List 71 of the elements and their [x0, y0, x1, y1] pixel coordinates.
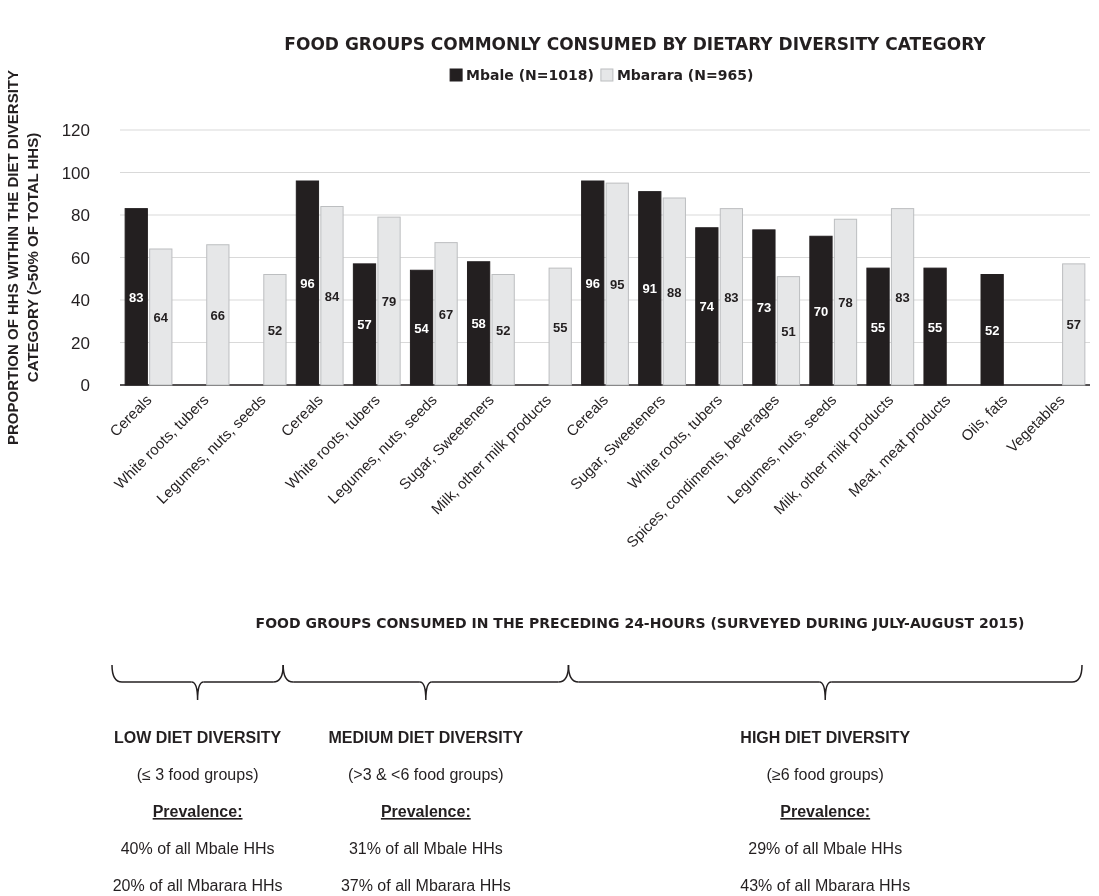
text: LOW DIET DIVERSITY [114, 729, 282, 746]
data-label: 55 [870, 319, 886, 335]
bar [377, 216, 401, 386]
text: Prevalence: [380, 803, 471, 820]
data-label: 58 [471, 316, 486, 332]
y-tick-label: 0 [80, 376, 90, 395]
text: 29% of all Mbale HHs [748, 840, 903, 857]
data-label: 57 [1066, 317, 1081, 333]
data-label: 74 [699, 299, 715, 315]
data-label: 78 [838, 295, 853, 311]
data-label: 91 [642, 281, 658, 297]
data-label: 64 [153, 310, 169, 325]
data-label: 55 [552, 319, 568, 335]
text: Prevalence: [780, 803, 871, 820]
bar [605, 182, 629, 386]
data-label: 96 [300, 276, 315, 291]
bar [548, 267, 572, 386]
bar [833, 218, 858, 386]
bar [491, 274, 515, 386]
data-label: 84 [324, 288, 340, 304]
text: 37% of all Mbarara HHs [340, 877, 511, 894]
data-label: 73 [756, 300, 772, 316]
text: (≥6 food groups) [766, 766, 884, 783]
data-label: 79 [381, 294, 397, 310]
data-label: 67 [438, 306, 454, 322]
bar [776, 276, 801, 386]
data-label: 51 [781, 323, 796, 339]
text: (≤ 3 food groups) [136, 766, 259, 783]
chart-title: FOOD GROUPS COMMONLY CONSUMED BY DIETARY DIVERSITY CATEGORY [284, 34, 987, 54]
data-label: 52 [267, 322, 283, 338]
bar [890, 208, 915, 386]
text: 31% of all Mbale HHs [348, 840, 503, 857]
y-tick-label: 120 [61, 121, 90, 140]
bar [1062, 263, 1086, 386]
data-label: 83 [895, 289, 910, 305]
data-label: 52 [495, 322, 511, 338]
text: (>3 & <6 food groups) [348, 766, 504, 783]
data-label: 55 [927, 319, 943, 335]
text: FOOD GROUPS CONSUMED IN THE PRECEDING 24-HOURS (SURVEYED DURING JULY-AUGUST 2015) [255, 615, 1025, 631]
text: Prevalence: [152, 803, 243, 820]
bar [434, 242, 458, 386]
bar [320, 206, 344, 386]
bar [662, 197, 686, 386]
text: MEDIUM DIET DIVERSITY [328, 729, 524, 746]
data-label: 66 [210, 307, 226, 323]
y-tick-label: 20 [71, 333, 90, 353]
bar [719, 208, 744, 386]
legend-label: Mbale (N=1018) [466, 67, 594, 83]
data-label: 88 [667, 284, 682, 300]
data-label: 83 [129, 289, 144, 305]
text: HIGH DIET DIVERSITY [740, 729, 911, 746]
y-axis-title: PROPORTION OF HHS WITHIN THE DIET DIVERSITY CATEGORY (>50% OF TOTAL HHS) [4, 69, 41, 446]
bar [263, 274, 287, 386]
data-label: 95 [610, 277, 625, 293]
data-label: 52 [984, 322, 1000, 338]
text: 20% of all Mbarara HHs [112, 877, 283, 894]
data-label: 83 [724, 289, 739, 305]
data-label: 70 [813, 303, 829, 319]
y-tick-label: 60 [71, 248, 90, 268]
text: 40% of all Mbale HHs [120, 840, 275, 857]
x-tick-label: Oils, fats [957, 391, 1011, 445]
bar [149, 248, 173, 386]
text: 43% of all Mbarara HHs [740, 877, 911, 894]
data-label: 96 [585, 276, 600, 291]
y-tick-label: 100 [61, 163, 90, 183]
data-label: 57 [357, 317, 372, 333]
y-tick-label: 40 [71, 291, 90, 310]
legend-label: Mbarara (N=965) [616, 67, 754, 83]
bar [206, 244, 230, 386]
data-label: 54 [414, 320, 430, 336]
y-tick-label: 80 [71, 206, 90, 225]
